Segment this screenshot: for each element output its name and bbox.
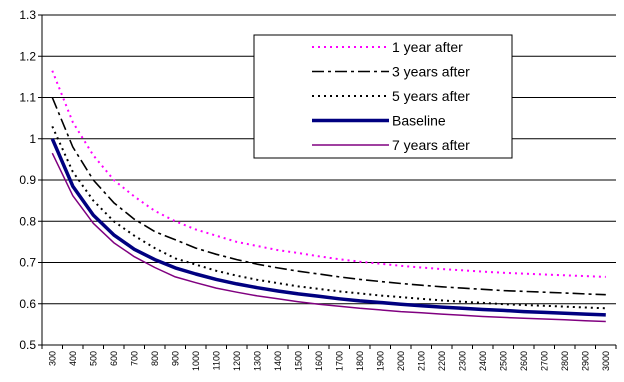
- legend-label: 7 years after: [392, 137, 470, 153]
- legend-label: 5 years after: [392, 88, 470, 104]
- series-lines: [50, 70, 606, 323]
- x-tick-label: 1800: [355, 351, 365, 371]
- x-tick-label: 2800: [560, 351, 570, 371]
- y-tick-label: 1.2: [19, 49, 36, 63]
- series-line-3-years-after: [51, 97, 606, 296]
- series-line-7-years-after: [51, 152, 606, 323]
- x-tick-label: 2100: [416, 351, 426, 371]
- y-tick-label: 0.9: [19, 173, 36, 187]
- y-tick-label: 1.3: [19, 8, 36, 22]
- x-tick-label: 600: [109, 351, 119, 366]
- x-tick-label: 2700: [539, 351, 549, 371]
- y-tick-label: 0.5: [19, 338, 36, 352]
- x-tick-label: 1100: [211, 351, 221, 370]
- x-tick-label: 2400: [478, 351, 488, 371]
- x-tick-label: 900: [170, 351, 180, 366]
- x-tick-label: 1400: [273, 351, 283, 371]
- x-tick-label: 2000: [396, 351, 406, 371]
- legend-label: Baseline: [392, 113, 446, 129]
- y-tick-label: 1: [29, 132, 36, 146]
- x-tick-label: 800: [150, 351, 160, 366]
- axes: 0.5 0.6 0.7 0.8 0.9 1 1.1 1.2 1.3 300 400 500 600 700…: [19, 8, 617, 371]
- legend: 1 year after 3 years after 5 years after Ba…: [253, 34, 513, 159]
- y-tick-label: 0.8: [19, 214, 36, 228]
- x-tick-label: 3000: [601, 351, 611, 371]
- legend-box: [253, 34, 513, 159]
- x-tick-label: 1500: [293, 351, 303, 371]
- x-tick-label: 2500: [498, 351, 508, 371]
- x-tick-label: 700: [129, 351, 139, 366]
- series-line-baseline: [50, 138, 606, 317]
- x-tick-label: 2600: [519, 351, 529, 371]
- y-tick-label: 0.6: [19, 297, 36, 311]
- legend-label: 1 year after: [392, 39, 463, 55]
- x-tick-label: 1300: [252, 351, 262, 371]
- x-tick-label: 1600: [314, 351, 324, 371]
- x-tick-label: 500: [88, 351, 98, 366]
- x-tick-label: 1700: [334, 351, 344, 371]
- y-tick-label: 1.1: [19, 91, 36, 105]
- x-tick-label: 2900: [580, 351, 590, 371]
- x-tick-label: 400: [68, 351, 78, 366]
- x-tick-label: 2300: [457, 351, 467, 371]
- x-tick-label: 1200: [232, 351, 242, 371]
- series-line-5-years-after: [51, 125, 606, 310]
- legend-label: 3 years after: [392, 64, 470, 80]
- x-tick-label: 1000: [191, 351, 201, 371]
- x-tick-label: 2200: [437, 351, 447, 371]
- x-tick-label: 1900: [375, 351, 385, 371]
- x-tick-label: 300: [47, 351, 57, 366]
- y-tick-label: 0.7: [19, 256, 36, 270]
